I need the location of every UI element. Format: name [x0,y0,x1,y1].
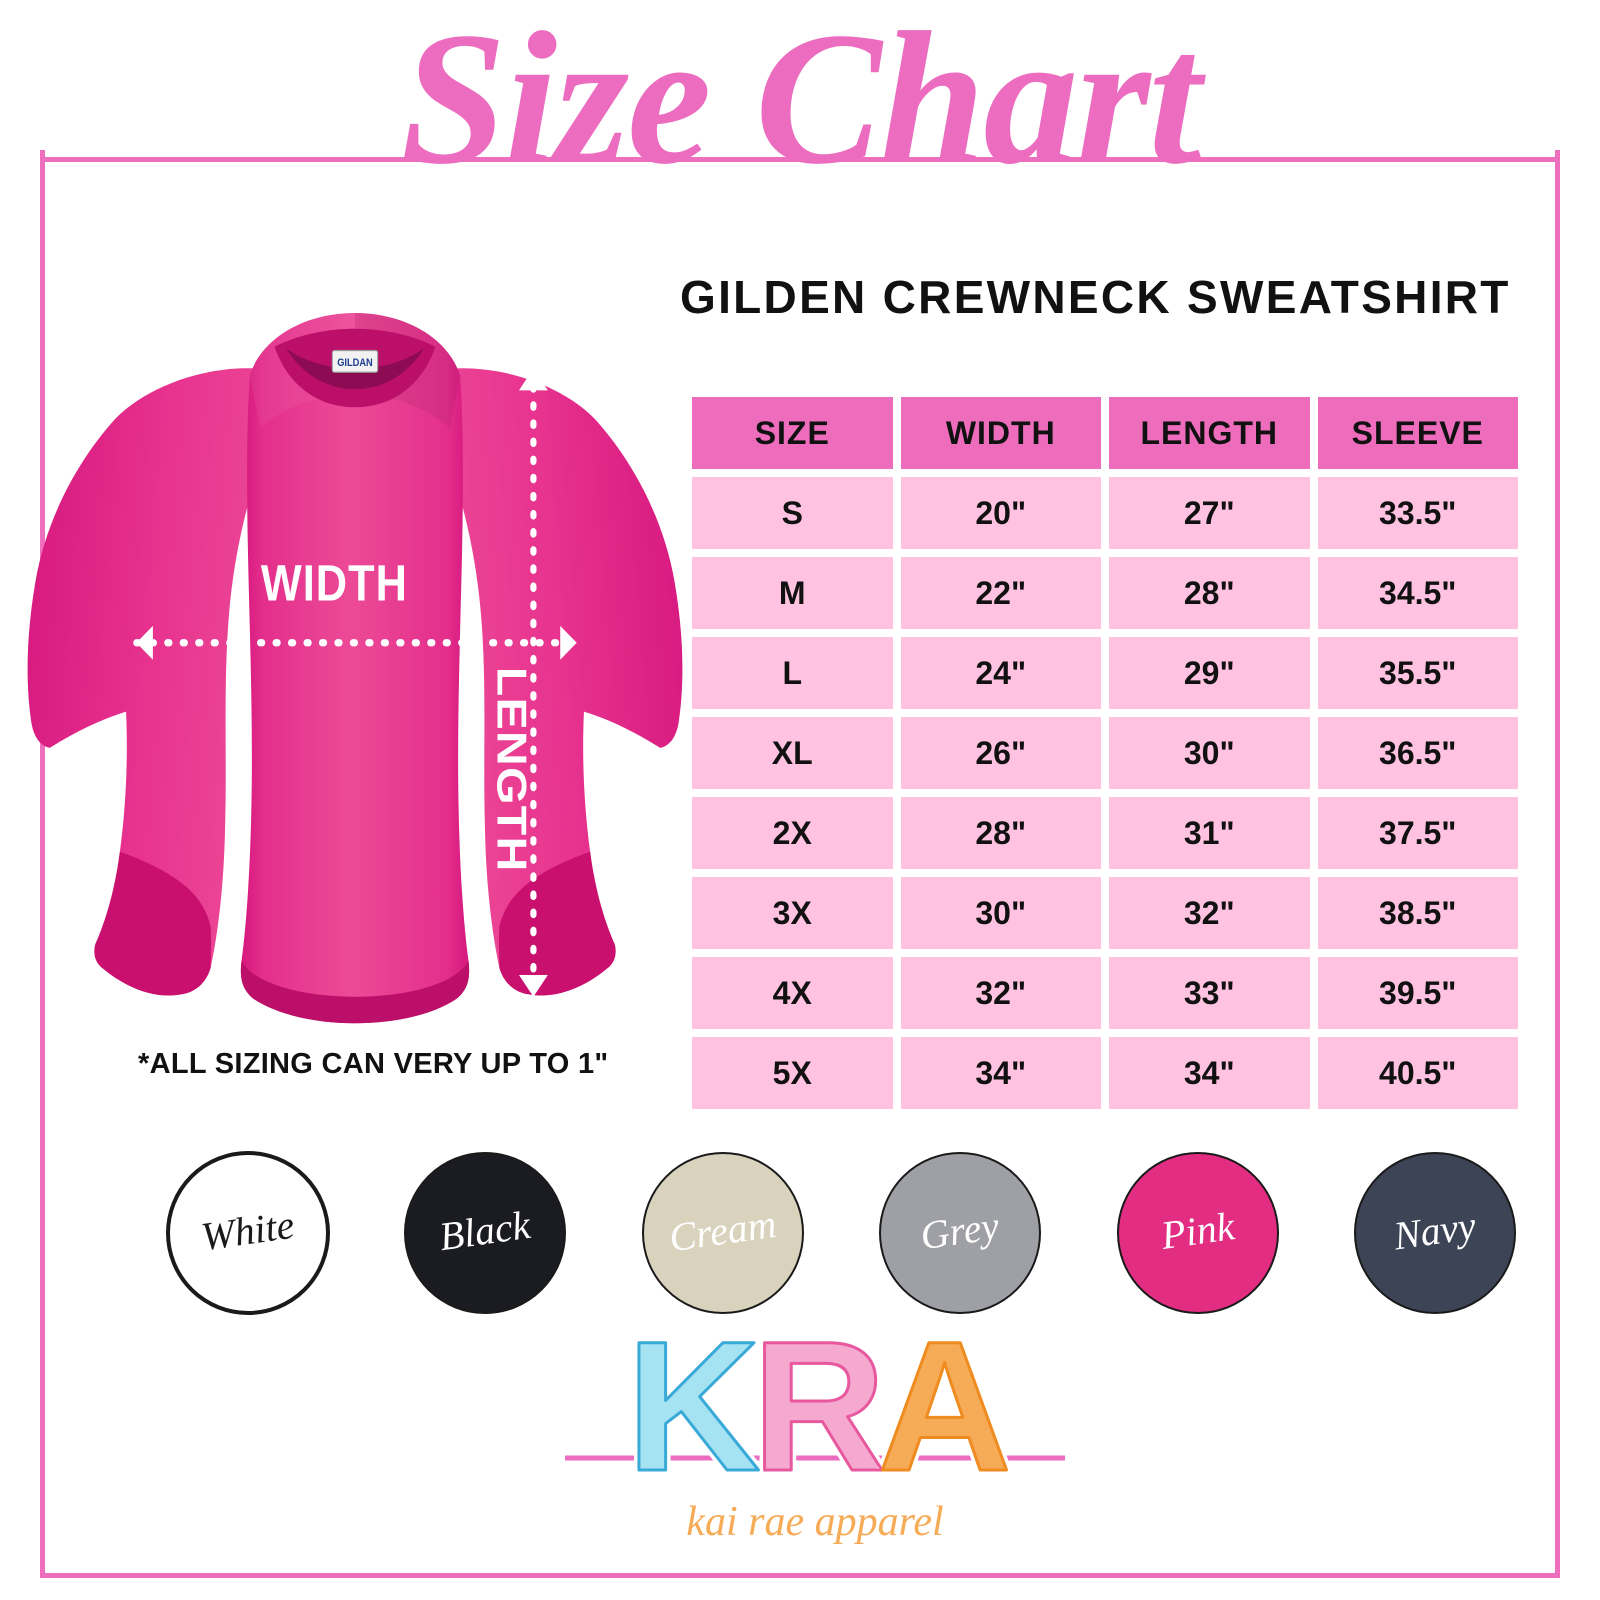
svg-text:KRA: KRA [627,1304,1007,1510]
svg-text:LENGTH: LENGTH [488,667,535,873]
svg-text:WIDTH: WIDTH [261,554,408,611]
svg-text:kai rae apparel: kai rae apparel [686,1499,943,1545]
svg-text:GILDAN: GILDAN [337,358,373,370]
